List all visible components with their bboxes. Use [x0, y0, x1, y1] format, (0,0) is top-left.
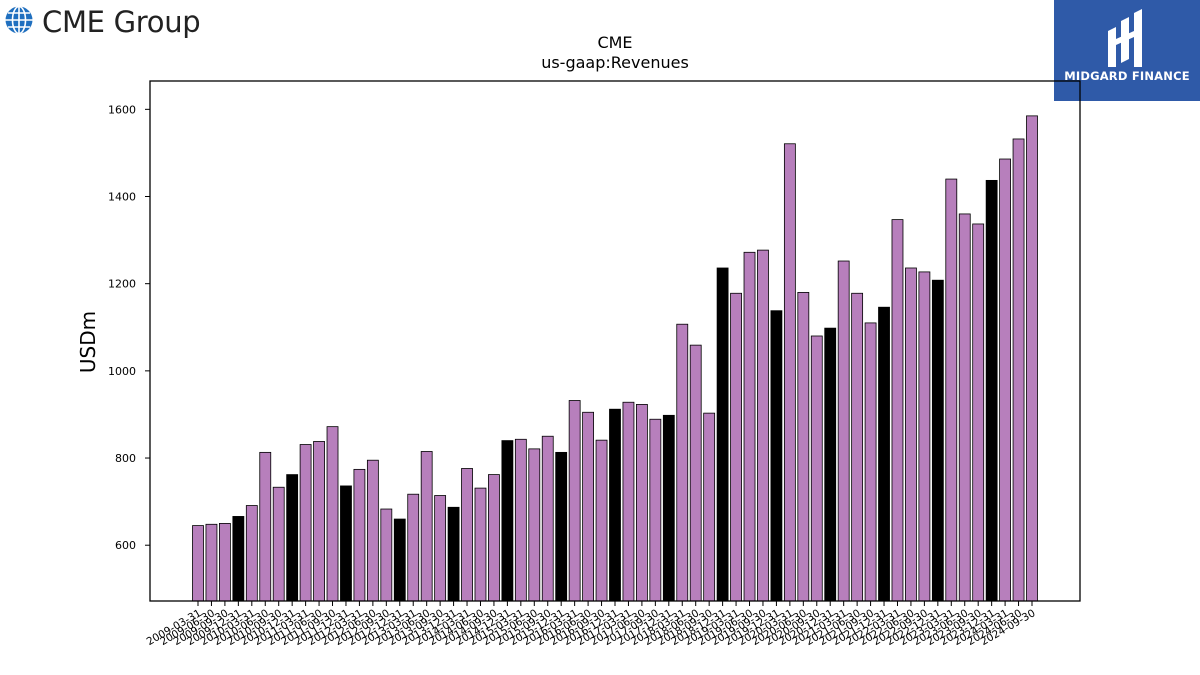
bar-2020-12-31 [824, 327, 837, 602]
bar-2024-03-31 [999, 158, 1011, 602]
bar-2012-06-30 [366, 459, 379, 602]
y-tick-label: 600 [115, 539, 136, 552]
cme-group-logo: CME Group [4, 3, 214, 39]
bar-2009-09-30 [218, 523, 231, 602]
bar-2012-12-31 [393, 518, 406, 602]
y-axis: 600 800 1000 1200 1400 1600 [108, 103, 150, 552]
bar-2010-09-30 [272, 486, 285, 602]
bar-2018-09-30 [703, 412, 716, 602]
bar-2021-03-31 [837, 260, 850, 602]
bar-2017-09-30 [649, 418, 662, 602]
bar-2015-09-30 [541, 435, 554, 602]
bar-series [192, 115, 1038, 602]
y-tick-label: 1000 [108, 365, 136, 378]
bar-2014-09-30 [488, 474, 500, 602]
bar-2016-09-30 [595, 439, 608, 602]
bar-2011-12-31 [340, 485, 352, 602]
bar-2020-06-30 [797, 291, 810, 602]
bar-2015-03-31 [514, 438, 527, 602]
bar-2014-06-30 [474, 487, 487, 602]
bar-2023-06-30 [958, 213, 971, 602]
midgard-finance-name: MIDGARD FINANCE [1064, 69, 1190, 83]
bar-2023-12-31 [985, 179, 998, 602]
y-axis-label: USDm [76, 311, 100, 373]
bar-2019-12-31 [770, 310, 783, 602]
midgard-finance-logo: MIDGARD FINANCE [1054, 0, 1200, 101]
bar-2010-06-30 [259, 451, 272, 602]
bar-2010-03-31 [245, 505, 258, 602]
bar-2014-03-31 [461, 468, 473, 602]
bar-2024-09-30 [1026, 115, 1038, 602]
bar-2010-12-31 [286, 474, 299, 602]
bar-2019-06-30 [743, 251, 756, 602]
globe-icon [5, 5, 33, 35]
bar-2011-03-31 [299, 444, 312, 602]
bar-2017-03-31 [622, 401, 635, 602]
bar-2023-09-30 [972, 223, 985, 602]
bar-2018-03-31 [676, 323, 689, 602]
bar-2015-12-31 [555, 451, 568, 602]
bar-2018-06-30 [689, 344, 702, 602]
bar-2013-12-31 [447, 506, 460, 602]
y-tick-label: 1600 [108, 103, 136, 116]
x-axis: 2009-03-312009-06-302009-09-302009-12-31… [145, 601, 1038, 648]
bar-2020-09-30 [810, 335, 823, 602]
bar-2015-06-30 [528, 448, 541, 602]
bar-2016-06-30 [582, 411, 594, 602]
bar-2022-06-30 [905, 267, 917, 602]
bar-2016-12-31 [609, 408, 621, 602]
bar-2016-03-31 [568, 400, 581, 602]
bar-2019-03-31 [730, 292, 742, 602]
bar-2022-12-31 [931, 279, 944, 602]
bar-2023-03-31 [945, 178, 958, 602]
bar-2021-09-30 [864, 322, 877, 602]
plot-frame [149, 80, 1081, 602]
bar-2009-03-31 [192, 525, 204, 602]
bar-2018-12-31 [716, 267, 729, 602]
midgard-mark-icon [1108, 9, 1142, 67]
bar-2020-03-31 [783, 143, 796, 602]
bar-2011-06-30 [313, 441, 325, 602]
bar-2019-09-30 [757, 249, 769, 602]
bar-2017-12-31 [662, 414, 675, 602]
bar-2022-09-30 [918, 271, 931, 602]
y-tick-label: 1400 [108, 191, 136, 204]
bar-2009-12-31 [232, 516, 245, 602]
bar-2013-09-30 [434, 495, 447, 602]
bar-2012-03-31 [353, 468, 366, 602]
bar-2021-06-30 [851, 292, 864, 602]
cme-group-wordmark: CME Group [42, 5, 201, 39]
bar-2009-06-30 [205, 523, 218, 602]
bar-2017-06-30 [636, 404, 648, 602]
y-tick-label: 1200 [108, 278, 136, 291]
bar-2014-12-31 [501, 440, 514, 602]
bar-2022-03-31 [891, 219, 904, 602]
chart-title: CME [597, 33, 632, 52]
bar-2013-03-31 [407, 493, 420, 602]
bar-2011-09-30 [326, 426, 339, 602]
bar-2012-09-30 [380, 508, 393, 602]
chart-subtitle: us-gaap:Revenues [541, 53, 689, 72]
bar-2021-12-31 [878, 306, 890, 602]
bar-2013-06-30 [420, 451, 433, 602]
bar-2024-06-30 [1012, 138, 1025, 602]
y-tick-label: 800 [115, 452, 136, 465]
